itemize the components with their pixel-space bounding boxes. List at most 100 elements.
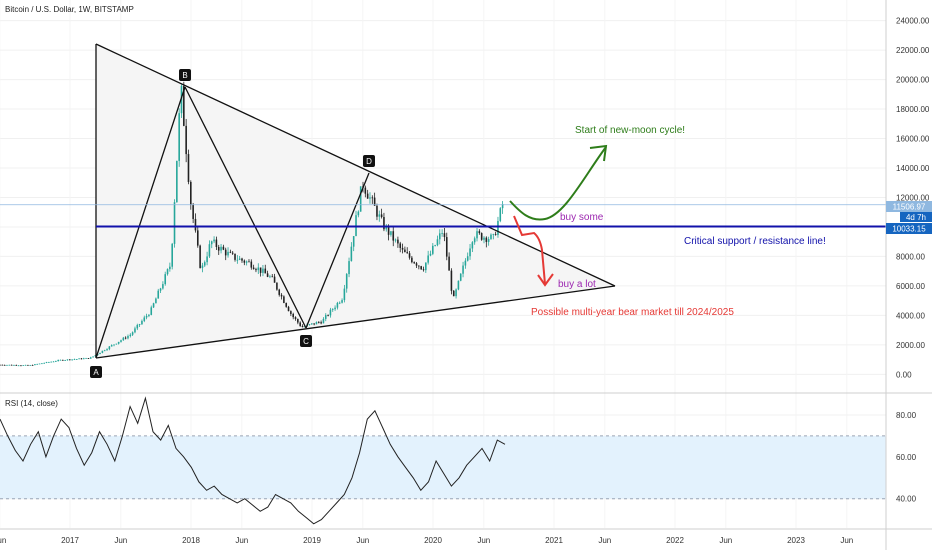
candle-body bbox=[308, 324, 311, 325]
candle-body bbox=[462, 265, 464, 274]
triangle-line bbox=[184, 86, 307, 329]
candle-body bbox=[492, 234, 495, 236]
candle-body bbox=[13, 364, 15, 366]
candle-body bbox=[41, 363, 43, 365]
time-tick-label: Jun bbox=[719, 536, 732, 545]
candle-body bbox=[459, 273, 462, 281]
candle-body bbox=[334, 307, 336, 310]
candle-body bbox=[408, 253, 411, 258]
candle-body bbox=[206, 256, 208, 263]
candle-body bbox=[317, 322, 320, 323]
candle-body bbox=[238, 258, 241, 260]
candle-body bbox=[390, 231, 392, 235]
candle-body bbox=[66, 359, 69, 361]
candle-body bbox=[17, 365, 20, 367]
candle-body bbox=[229, 251, 232, 253]
candle-body bbox=[341, 300, 343, 303]
svg-text:C: C bbox=[303, 337, 309, 346]
candle-body bbox=[441, 233, 443, 234]
chart-title: Bitcoin / U.S. Dollar, 1W, BITSTAMP bbox=[5, 5, 134, 14]
candle-body bbox=[215, 239, 218, 247]
support-price-label: 10033.15 bbox=[892, 225, 926, 234]
candle-body bbox=[499, 208, 502, 221]
candle-body bbox=[36, 363, 39, 365]
candle-body bbox=[420, 266, 422, 270]
candle-body bbox=[299, 322, 301, 326]
candle-body bbox=[311, 323, 313, 325]
candle-body bbox=[483, 237, 485, 240]
candle-body bbox=[466, 256, 469, 261]
candle-body bbox=[64, 360, 66, 361]
candle-body bbox=[457, 280, 460, 290]
candle-body bbox=[34, 364, 36, 366]
candle-body bbox=[82, 358, 85, 360]
candle-body bbox=[399, 243, 402, 248]
candle-body bbox=[392, 231, 395, 241]
candle-body bbox=[359, 186, 362, 212]
time-tick-label: Jun bbox=[235, 536, 248, 545]
candle-body bbox=[443, 233, 446, 238]
candle-body bbox=[401, 247, 404, 250]
candle-body bbox=[43, 362, 46, 364]
candle-body bbox=[145, 315, 148, 318]
candle-body bbox=[320, 322, 322, 324]
candle-body bbox=[243, 260, 246, 263]
candle-body bbox=[248, 261, 250, 263]
candle-body bbox=[101, 350, 104, 353]
candle-body bbox=[120, 340, 122, 342]
candle-body bbox=[108, 346, 111, 350]
time-tick-label: 2018 bbox=[182, 536, 200, 545]
candle-body bbox=[413, 262, 415, 264]
candle-body bbox=[48, 362, 50, 363]
candle-body bbox=[448, 256, 450, 271]
candle-body bbox=[173, 202, 176, 244]
candle-body bbox=[480, 233, 483, 240]
candle-body bbox=[143, 317, 146, 321]
point-b: B bbox=[179, 69, 191, 81]
time-tick-label: Jun bbox=[477, 536, 490, 545]
candle-body bbox=[176, 160, 178, 203]
current-price-badge: 11506.97 bbox=[886, 201, 932, 212]
annotation-buy-a-lot: buy a lot bbox=[558, 279, 596, 290]
red-down-arrow bbox=[513, 215, 546, 285]
annotation-new-moon: Start of new-moon cycle! bbox=[575, 125, 685, 136]
candle-body bbox=[89, 357, 92, 359]
time-tick-label: 2017 bbox=[61, 536, 79, 545]
countdown-badge: 4d 7h bbox=[900, 212, 932, 222]
candle-body bbox=[106, 349, 108, 351]
time-tick-label: 2020 bbox=[424, 536, 442, 545]
triangle-pattern-area bbox=[96, 44, 615, 358]
time-tick-label: Jun bbox=[598, 536, 611, 545]
time-tick-label: Jun bbox=[840, 536, 853, 545]
price-tick-label: 12000.00 bbox=[896, 193, 930, 202]
candle-body bbox=[80, 358, 83, 360]
candle-body bbox=[201, 265, 204, 268]
time-axis: Jun 2017 Jun 2018 Jun 2019 Jun 2020 Jun 2021 Jun 20… bbox=[0, 536, 853, 545]
candle-body bbox=[501, 203, 504, 209]
triangle-line bbox=[95, 86, 186, 359]
time-tick-label: Jun bbox=[114, 536, 127, 545]
candle-body bbox=[124, 337, 127, 339]
candle-body bbox=[269, 276, 271, 278]
candle-body bbox=[385, 226, 388, 230]
price-tick-label: 0.00 bbox=[896, 370, 912, 379]
candle-body bbox=[297, 319, 299, 323]
candle-body bbox=[257, 267, 260, 271]
candle-body bbox=[283, 296, 285, 303]
candle-body bbox=[245, 261, 248, 263]
candle-body bbox=[329, 309, 332, 316]
candle-body bbox=[476, 231, 478, 239]
candle-body bbox=[434, 245, 436, 246]
candle-body bbox=[59, 359, 62, 361]
candle-body bbox=[99, 352, 101, 355]
candle-body bbox=[162, 284, 164, 289]
triangle-line bbox=[305, 172, 370, 329]
candle-body bbox=[436, 239, 439, 246]
candle-body bbox=[271, 276, 274, 278]
price-tick-label: 2000.00 bbox=[896, 341, 925, 350]
candle-body bbox=[234, 253, 236, 260]
candle-body bbox=[159, 288, 162, 291]
candle-body bbox=[387, 226, 390, 235]
candle-body bbox=[445, 237, 448, 257]
green-arrow-head bbox=[589, 144, 608, 162]
